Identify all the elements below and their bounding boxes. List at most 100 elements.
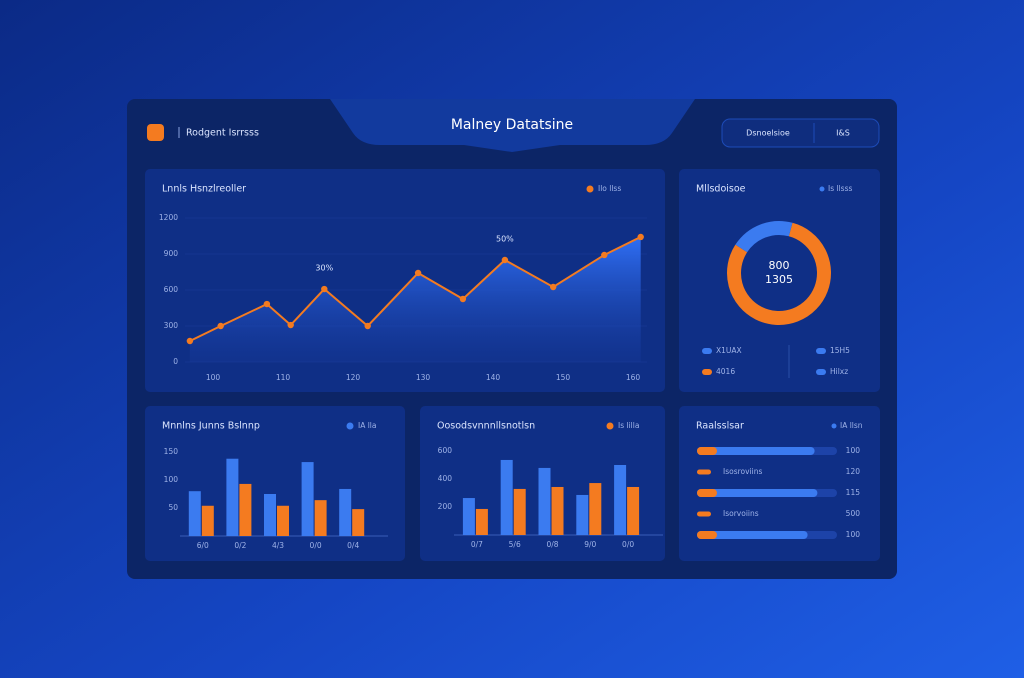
legend-label: 4016 bbox=[716, 367, 735, 376]
card-title: Lnnls Hsnzlreoller bbox=[162, 184, 246, 195]
x-tick-label: 0/8 bbox=[546, 540, 558, 549]
bar bbox=[239, 483, 252, 536]
legend-label: Is llsss bbox=[828, 184, 852, 193]
bar bbox=[226, 458, 239, 536]
card-title: Oosodsvnnnllsnotlsn bbox=[437, 421, 535, 432]
y-tick-label: 400 bbox=[438, 474, 453, 483]
donut-segment bbox=[735, 221, 793, 253]
x-tick-label: 120 bbox=[346, 373, 361, 382]
x-tick-label: 6/0 bbox=[197, 541, 209, 550]
point bbox=[550, 283, 557, 291]
x-tick-label: 0/0 bbox=[622, 540, 634, 549]
x-tick-label: 100 bbox=[206, 373, 221, 382]
legend-swatch bbox=[816, 348, 826, 354]
donut-segment bbox=[727, 222, 831, 325]
x-tick-label: 130 bbox=[416, 373, 431, 382]
legend-label: Hilxz bbox=[830, 367, 848, 376]
brand: Rodgent Isrrsss bbox=[186, 128, 259, 139]
bar bbox=[201, 505, 214, 536]
pill-label[interactable]: Dsnoelsioe bbox=[746, 129, 790, 138]
title: Malney Datatsine bbox=[451, 117, 573, 133]
row-label: Isorvoiins bbox=[723, 509, 759, 518]
point bbox=[287, 321, 294, 329]
row-value: 100 bbox=[846, 446, 861, 455]
card bbox=[679, 406, 880, 561]
legend-label: IA llsn bbox=[840, 421, 863, 430]
bar bbox=[513, 488, 526, 535]
bar bbox=[277, 505, 289, 536]
bar bbox=[589, 483, 602, 535]
annotation: 30% bbox=[315, 264, 333, 273]
y-tick-label: 0 bbox=[173, 357, 178, 366]
x-tick-label: 110 bbox=[276, 373, 291, 382]
progress-accent bbox=[697, 447, 717, 455]
point bbox=[186, 337, 194, 345]
point bbox=[321, 285, 328, 293]
bar bbox=[627, 486, 640, 535]
row-marker bbox=[697, 469, 711, 475]
x-tick-label: 160 bbox=[626, 373, 641, 382]
center-text: 800 bbox=[769, 259, 790, 272]
y-tick-label: 200 bbox=[438, 502, 453, 511]
y-tick-label: 600 bbox=[164, 285, 179, 294]
y-tick-label: 900 bbox=[164, 249, 179, 258]
legend-swatch bbox=[346, 422, 354, 430]
legend-label: 15H5 bbox=[830, 346, 850, 355]
y-tick-label: 300 bbox=[164, 321, 179, 330]
legend-swatch bbox=[702, 369, 712, 375]
bar bbox=[551, 486, 564, 535]
area bbox=[189, 236, 641, 362]
progress-bar bbox=[697, 489, 818, 497]
legend-swatch bbox=[702, 348, 712, 354]
point bbox=[601, 251, 608, 259]
bar bbox=[614, 465, 627, 535]
row-value: 100 bbox=[846, 530, 861, 539]
bar bbox=[188, 491, 201, 536]
header-notch bbox=[330, 99, 695, 152]
y-tick-label: 1200 bbox=[159, 213, 178, 222]
legend-swatch bbox=[606, 422, 614, 430]
progress-accent bbox=[697, 531, 717, 539]
y-tick-label: 150 bbox=[164, 447, 179, 456]
bar bbox=[538, 467, 551, 535]
card-title: Mllsdoisoe bbox=[696, 184, 746, 195]
bar bbox=[576, 494, 589, 535]
progress-accent bbox=[697, 489, 717, 497]
x-tick-label: 5/6 bbox=[509, 540, 521, 549]
legend-label: IA lla bbox=[358, 421, 377, 430]
card bbox=[679, 169, 880, 392]
x-tick-label: 0/0 bbox=[310, 541, 322, 550]
annotation: 50% bbox=[496, 235, 514, 244]
row-label: Isosroviins bbox=[723, 467, 762, 476]
legend-label: Ilo llss bbox=[598, 184, 621, 193]
bar bbox=[301, 462, 314, 536]
pill[interactable] bbox=[721, 118, 880, 148]
row-marker bbox=[697, 511, 711, 517]
card-title: Mnnlns Junns Bslnnp bbox=[162, 421, 260, 432]
y-tick-label: 50 bbox=[168, 503, 178, 512]
point bbox=[364, 322, 371, 330]
progress-bar bbox=[697, 531, 808, 539]
bar bbox=[462, 498, 475, 535]
point bbox=[414, 269, 422, 277]
legend-swatch bbox=[831, 423, 837, 429]
legend-swatch bbox=[586, 185, 594, 193]
bar bbox=[500, 459, 513, 535]
y-tick-label: 600 bbox=[438, 446, 453, 455]
bar bbox=[314, 500, 327, 536]
row-value: 115 bbox=[846, 488, 861, 497]
point bbox=[459, 295, 467, 303]
pill-label[interactable]: I&S bbox=[836, 129, 850, 138]
x-tick-label: 150 bbox=[556, 373, 571, 382]
x-tick-label: 9/0 bbox=[584, 540, 596, 549]
x-tick-label: 4/3 bbox=[272, 541, 284, 550]
bar bbox=[339, 488, 352, 536]
line bbox=[189, 236, 642, 342]
point bbox=[217, 322, 224, 330]
x-tick-label: 0/2 bbox=[234, 541, 246, 550]
legend-swatch bbox=[816, 369, 826, 375]
point bbox=[263, 300, 271, 308]
row-value: 500 bbox=[846, 509, 861, 518]
